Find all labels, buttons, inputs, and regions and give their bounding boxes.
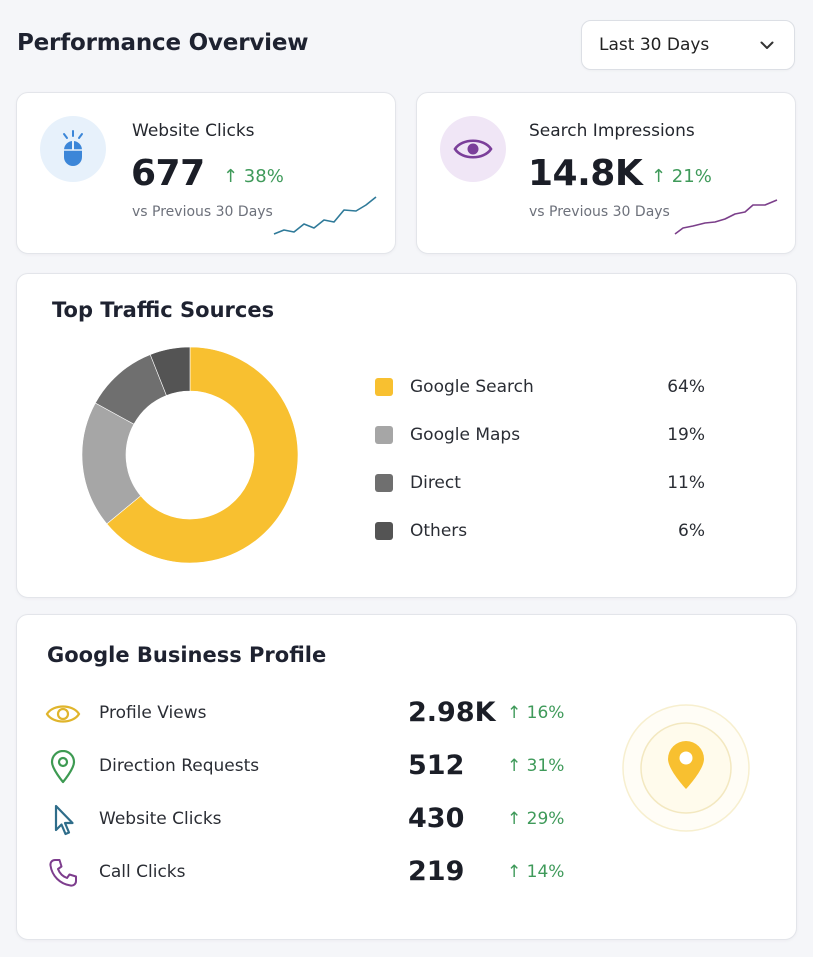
mouse-icon [63, 130, 83, 166]
sparkline-chart [674, 199, 778, 235]
kpi-comparison: vs Previous 30 Days [132, 204, 273, 220]
legend-item-direct: Direct 11% [375, 471, 705, 495]
legend-label: Google Maps [410, 425, 521, 445]
legend-value: 11% [667, 473, 705, 493]
kpi-value: 677 [131, 153, 205, 194]
kpi-icon-background [40, 116, 106, 182]
gbp-label: Website Clicks [99, 809, 222, 829]
legend-swatch [375, 474, 393, 492]
kpi-label: Search Impressions [529, 121, 695, 141]
gbp-change: ↑ 14% [507, 862, 565, 882]
eye-outline-icon [45, 698, 81, 730]
gbp-row-call-clicks: Call Clicks 219 ↑ 14% [45, 853, 585, 893]
gbp-change: ↑ 31% [507, 756, 565, 776]
phone-icon [45, 857, 81, 889]
gbp-label: Direction Requests [99, 756, 260, 776]
chevron-down-icon [760, 41, 774, 49]
legend-swatch [375, 522, 393, 540]
donut-slice-google-search [106, 346, 299, 564]
gbp-value: 430 [408, 803, 465, 834]
legend-label: Others [410, 521, 468, 541]
kpi-icon-background [440, 116, 506, 182]
kpi-card-website-clicks: Website Clicks 677 ↑ 38% vs Previous 30 … [16, 92, 396, 254]
legend-item-google-search: Google Search 64% [375, 375, 705, 399]
kpi-card-search-impressions: Search Impressions 14.8K ↑ 21% vs Previo… [416, 92, 796, 254]
gbp-label: Call Clicks [99, 862, 186, 882]
kpi-label: Website Clicks [132, 121, 255, 141]
traffic-sources-card: Top Traffic Sources Google Search 64% Go… [16, 273, 797, 598]
legend-swatch [375, 378, 393, 396]
legend-label: Direct [410, 473, 461, 493]
page-title: Performance Overview [17, 30, 309, 56]
legend-value: 19% [667, 425, 705, 445]
gbp-change: ↑ 29% [507, 809, 565, 829]
kpi-change: ↑ 21% [651, 166, 712, 187]
gbp-label: Profile Views [99, 703, 207, 723]
gbp-row-website-clicks: Website Clicks 430 ↑ 29% [45, 800, 585, 840]
traffic-donut-chart [81, 346, 299, 564]
map-pin-icon [668, 741, 704, 789]
traffic-sources-title: Top Traffic Sources [52, 298, 275, 322]
legend-label: Google Search [410, 377, 534, 397]
date-range-value: Last 30 Days [599, 35, 710, 55]
gbp-value: 219 [408, 856, 465, 887]
gbp-row-profile-views: Profile Views 2.98K ↑ 16% [45, 694, 585, 734]
donut-slice-others [149, 346, 191, 396]
gbp-value: 512 [408, 750, 465, 781]
sparkline-chart [273, 196, 377, 235]
kpi-value: 14.8K [528, 153, 643, 194]
location-pin-graphic [622, 704, 750, 832]
legend-item-others: Others 6% [375, 519, 705, 543]
gbp-row-direction-requests: Direction Requests 512 ↑ 31% [45, 747, 585, 787]
legend-value: 64% [667, 377, 705, 397]
google-business-profile-card: Google Business Profile Profile Views 2.… [16, 614, 797, 940]
kpi-comparison: vs Previous 30 Days [529, 204, 670, 220]
kpi-change: ↑ 38% [223, 166, 284, 187]
legend-value: 6% [678, 521, 705, 541]
gbp-value: 2.98K [408, 697, 496, 728]
legend-swatch [375, 426, 393, 444]
legend-item-google-maps: Google Maps 19% [375, 423, 705, 447]
gbp-change: ↑ 16% [507, 703, 565, 723]
gbp-title: Google Business Profile [47, 643, 327, 667]
map-pin-icon [45, 750, 81, 784]
date-range-dropdown[interactable]: Last 30 Days [581, 20, 795, 70]
cursor-icon [45, 804, 81, 836]
eye-icon [453, 139, 493, 159]
